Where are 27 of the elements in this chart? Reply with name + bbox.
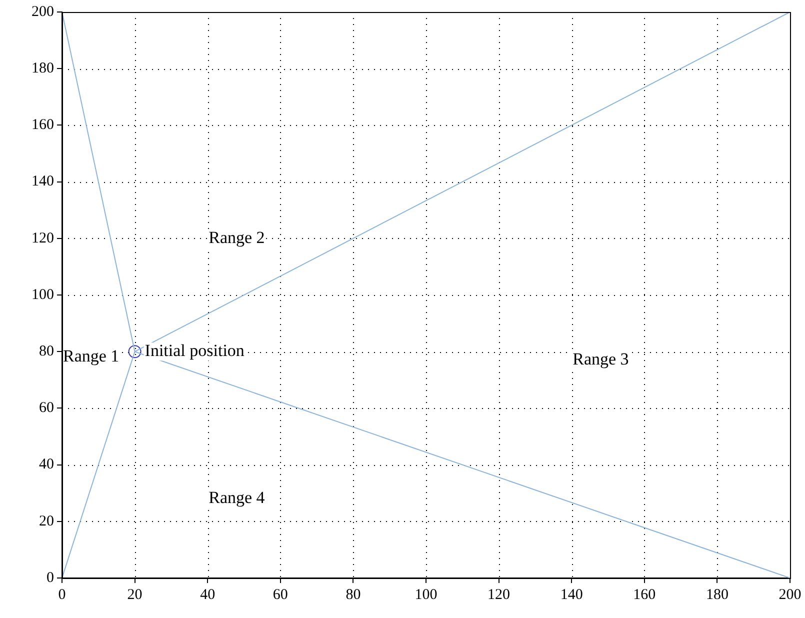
y-tick-label: 0 xyxy=(46,570,54,586)
y-tick-label: 100 xyxy=(32,286,54,303)
annotation: Range 4 xyxy=(208,488,266,508)
x-tick-label: 40 xyxy=(200,586,216,603)
y-tick-label: 160 xyxy=(32,117,54,134)
y-tick-label: 20 xyxy=(39,513,54,530)
x-tick-label: 60 xyxy=(272,586,288,603)
y-tick-label: 180 xyxy=(32,60,54,77)
x-tick-label: 200 xyxy=(778,586,802,603)
x-tick-label: 160 xyxy=(633,586,656,603)
y-tick-label: 120 xyxy=(32,230,54,246)
x-tick-label: 120 xyxy=(488,586,510,603)
y-tick-label: 80 xyxy=(39,344,54,360)
y-tick-label: 60 xyxy=(39,400,54,416)
annotation: Range 2 xyxy=(208,228,265,247)
x-tick-label: 0 xyxy=(58,586,66,603)
x-tick-label: 80 xyxy=(346,586,361,603)
y-tick-label: 140 xyxy=(32,174,54,190)
annotation: Initial position xyxy=(144,341,245,360)
annotation: Range 3 xyxy=(572,350,629,369)
y-tick-label: 200 xyxy=(32,4,54,20)
x-tick-label: 180 xyxy=(706,586,728,603)
x-tick-label: 100 xyxy=(414,586,438,603)
x-tick-label: 20 xyxy=(127,586,142,603)
x-tick-label: 140 xyxy=(560,586,583,603)
annotation: Range 1 xyxy=(63,346,120,366)
y-tick-label: 40 xyxy=(39,456,54,473)
